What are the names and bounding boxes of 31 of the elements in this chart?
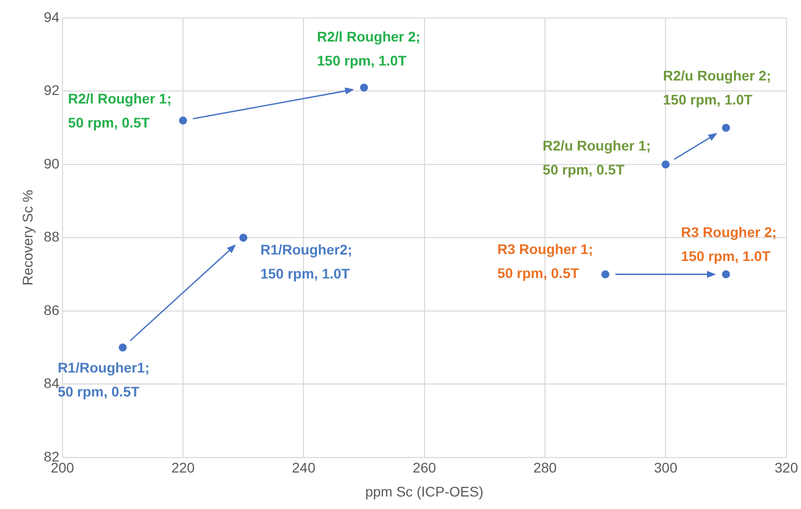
y-tick-label: 88 [44, 228, 60, 245]
y-tick-label: 94 [44, 8, 60, 25]
y-tick-label: 84 [44, 375, 60, 392]
annotation: R2/u Rougher 2; 150 rpm, 1.0T [662, 68, 772, 108]
x-tick-label: 220 [171, 460, 195, 476]
annotation: R3 Rougher 1; 50 rpm, 0.5T [497, 241, 594, 282]
x-axis-title: ppm Sc (ICP-OES) [365, 483, 484, 500]
x-tick-label: 320 [774, 460, 798, 476]
point [601, 270, 610, 278]
y-axis-title: Recovery Sc % [19, 190, 36, 286]
annotation: R2/l Rougher 1; 50 rpm, 0.5T [68, 90, 172, 130]
annotation: R2/l Rougher 2; 150 rpm, 1.0T [317, 28, 420, 68]
x-tick-label: 300 [654, 460, 678, 476]
point [118, 344, 127, 352]
annotation: R1/Rougher2; 150 rpm, 1.0T [260, 242, 352, 282]
x-tick-label: 280 [533, 460, 557, 476]
y-tick-label: 90 [44, 155, 60, 172]
y-tick-label: 86 [44, 302, 60, 318]
y-tick-label: 92 [44, 82, 60, 98]
point [360, 84, 368, 92]
point [722, 270, 730, 278]
x-tick-label: 260 [412, 460, 436, 476]
point [722, 124, 730, 132]
point [239, 234, 248, 242]
annotation: R1/Rougher1; 50 rpm, 0.5T [58, 359, 150, 400]
annotation: R3 Rougher 2; 150 rpm, 1.0T [680, 224, 777, 264]
annotation: R2/u Rougher 1; 50 rpm, 0.5T [542, 137, 651, 178]
y-tick-label: 82 [44, 448, 60, 464]
x-tick-label: 240 [292, 460, 316, 476]
point [662, 160, 670, 168]
point [179, 116, 188, 125]
